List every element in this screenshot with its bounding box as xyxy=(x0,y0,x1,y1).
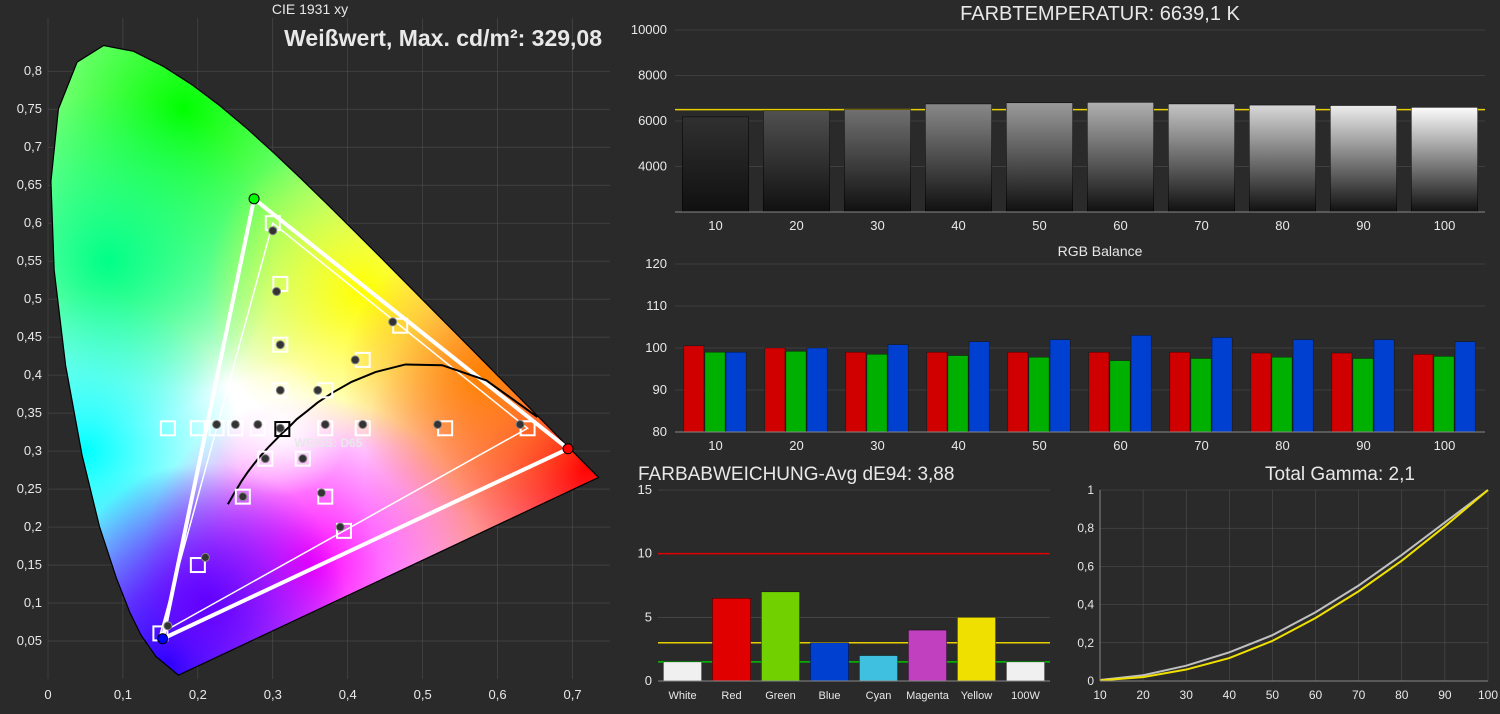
svg-text:80: 80 xyxy=(1275,438,1289,453)
svg-text:60: 60 xyxy=(1309,688,1323,702)
svg-text:0,45: 0,45 xyxy=(17,329,42,344)
svg-text:Green: Green xyxy=(765,690,796,702)
cie-title: CIE 1931 xy xyxy=(272,1,348,17)
svg-text:100: 100 xyxy=(1478,688,1498,702)
svg-text:0,2: 0,2 xyxy=(24,519,42,534)
svg-text:0,5: 0,5 xyxy=(414,687,432,702)
svg-text:Cyan: Cyan xyxy=(866,690,892,702)
svg-text:0,75: 0,75 xyxy=(17,101,42,116)
svg-text:120: 120 xyxy=(645,256,667,271)
delta-e-title: FARBABWEICHUNG-Avg dE94: 3,88 xyxy=(638,464,954,485)
svg-text:0,35: 0,35 xyxy=(17,405,42,420)
svg-text:0,15: 0,15 xyxy=(17,557,42,572)
svg-text:10: 10 xyxy=(708,218,722,233)
svg-text:0,6: 0,6 xyxy=(489,687,507,702)
svg-text:30: 30 xyxy=(1180,688,1194,702)
svg-text:70: 70 xyxy=(1194,438,1208,453)
svg-text:0,7: 0,7 xyxy=(24,139,42,154)
svg-text:0,2: 0,2 xyxy=(1077,636,1094,650)
cie-panel: 0 0,1 0,2 0,3 0,4 0,5 0,6 0,7 0,05 0,1 0,15 0,2 0,25… xyxy=(0,0,620,709)
svg-text:70: 70 xyxy=(1194,218,1208,233)
svg-text:0,25: 0,25 xyxy=(17,481,42,496)
svg-text:0: 0 xyxy=(1087,674,1094,688)
svg-text:90: 90 xyxy=(653,382,667,397)
svg-text:White: White xyxy=(668,690,696,702)
svg-text:20: 20 xyxy=(1136,688,1150,702)
gamma-chart: 10 20 30 40 50 60 70 80 90 100 0 0,2 0,4 0,6 0,8 1 Total… xyxy=(1060,460,1500,709)
svg-text:5: 5 xyxy=(645,609,652,624)
calibration-dashboard: 00,10,20,30,40,50,60,70,050,10,150,20,25… xyxy=(0,0,1500,709)
svg-text:1: 1 xyxy=(1087,483,1094,497)
svg-text:20: 20 xyxy=(789,438,803,453)
whitepoint-label: Weißwert, Max. cd/m²: 329,08 xyxy=(284,25,602,51)
svg-text:40: 40 xyxy=(951,218,965,233)
svg-text:0,6: 0,6 xyxy=(24,215,42,230)
svg-text:0,8: 0,8 xyxy=(1077,521,1094,535)
svg-text:30: 30 xyxy=(870,218,884,233)
svg-text:80: 80 xyxy=(1275,218,1289,233)
svg-text:0,1: 0,1 xyxy=(24,595,42,610)
svg-text:0,5: 0,5 xyxy=(24,291,42,306)
svg-text:0,05: 0,05 xyxy=(17,633,42,648)
svg-text:60: 60 xyxy=(1113,438,1127,453)
svg-text:40: 40 xyxy=(1223,688,1237,702)
rgb-balance-chart: 80 90 100 110 120 10 20 30 40 50 60 70 80 90 100 RGB Ba… xyxy=(620,240,1500,460)
svg-text:60: 60 xyxy=(1113,218,1127,233)
svg-text:0,4: 0,4 xyxy=(339,687,357,702)
svg-text:40: 40 xyxy=(951,438,965,453)
svg-text:80: 80 xyxy=(653,424,667,439)
svg-text:0,8: 0,8 xyxy=(24,63,42,78)
svg-text:70: 70 xyxy=(1352,688,1366,702)
svg-text:50: 50 xyxy=(1032,218,1046,233)
svg-text:100: 100 xyxy=(1434,218,1456,233)
svg-text:0,4: 0,4 xyxy=(1077,598,1094,612)
svg-text:10000: 10000 xyxy=(631,22,667,37)
svg-text:100: 100 xyxy=(645,340,667,355)
svg-text:8000: 8000 xyxy=(638,68,667,83)
svg-text:Yellow: Yellow xyxy=(961,690,992,702)
svg-text:20: 20 xyxy=(789,218,803,233)
svg-text:6000: 6000 xyxy=(638,113,667,128)
delta-e-chart: 051015WhiteRedGreenBlueCyanMagentaYellow… xyxy=(620,460,1060,709)
svg-text:Blue: Blue xyxy=(818,690,840,702)
gamma-title: Total Gamma: 2,1 xyxy=(1265,464,1415,485)
svg-text:30: 30 xyxy=(870,438,884,453)
svg-text:0,3: 0,3 xyxy=(264,687,282,702)
svg-text:50: 50 xyxy=(1266,688,1280,702)
svg-text:Magenta: Magenta xyxy=(906,690,950,702)
svg-text:0,4: 0,4 xyxy=(24,367,42,382)
svg-text:0,3: 0,3 xyxy=(24,443,42,458)
svg-text:90: 90 xyxy=(1356,218,1370,233)
color-temp-title: FARBTEMPERATUR: 6639,1 K xyxy=(960,3,1240,25)
svg-text:50: 50 xyxy=(1032,438,1046,453)
svg-text:0,1: 0,1 xyxy=(114,687,132,702)
svg-text:0,55: 0,55 xyxy=(17,253,42,268)
svg-text:100: 100 xyxy=(1434,438,1456,453)
color-temp-chart: 4000 6000 8000 10000 10 20 30 40 50 60 70 80 90 100 FA… xyxy=(620,0,1500,240)
svg-text:0,6: 0,6 xyxy=(1077,559,1094,573)
svg-text:10: 10 xyxy=(638,546,652,561)
rgb-balance-title: RGB Balance xyxy=(1058,243,1143,259)
svg-text:0: 0 xyxy=(44,687,51,702)
right-panel: 40006000800010000102030405060708090100FA… xyxy=(620,0,1500,709)
svg-text:0,2: 0,2 xyxy=(189,687,207,702)
svg-text:0: 0 xyxy=(645,673,652,688)
svg-text:90: 90 xyxy=(1356,438,1370,453)
svg-text:Red: Red xyxy=(721,690,741,702)
svg-text:0,65: 0,65 xyxy=(17,177,42,192)
svg-text:90: 90 xyxy=(1438,688,1452,702)
svg-text:0,7: 0,7 xyxy=(563,687,581,702)
svg-text:80: 80 xyxy=(1395,688,1409,702)
white-point-label: WEISS: D65 xyxy=(294,436,362,450)
svg-text:4000: 4000 xyxy=(638,159,667,174)
svg-text:10: 10 xyxy=(1093,688,1107,702)
svg-text:10: 10 xyxy=(708,438,722,453)
svg-text:100W: 100W xyxy=(1011,690,1040,702)
svg-text:110: 110 xyxy=(646,298,667,313)
cie-chart: 0 0,1 0,2 0,3 0,4 0,5 0,6 0,7 0,05 0,1 0,15 0,2 0,25… xyxy=(0,0,620,709)
